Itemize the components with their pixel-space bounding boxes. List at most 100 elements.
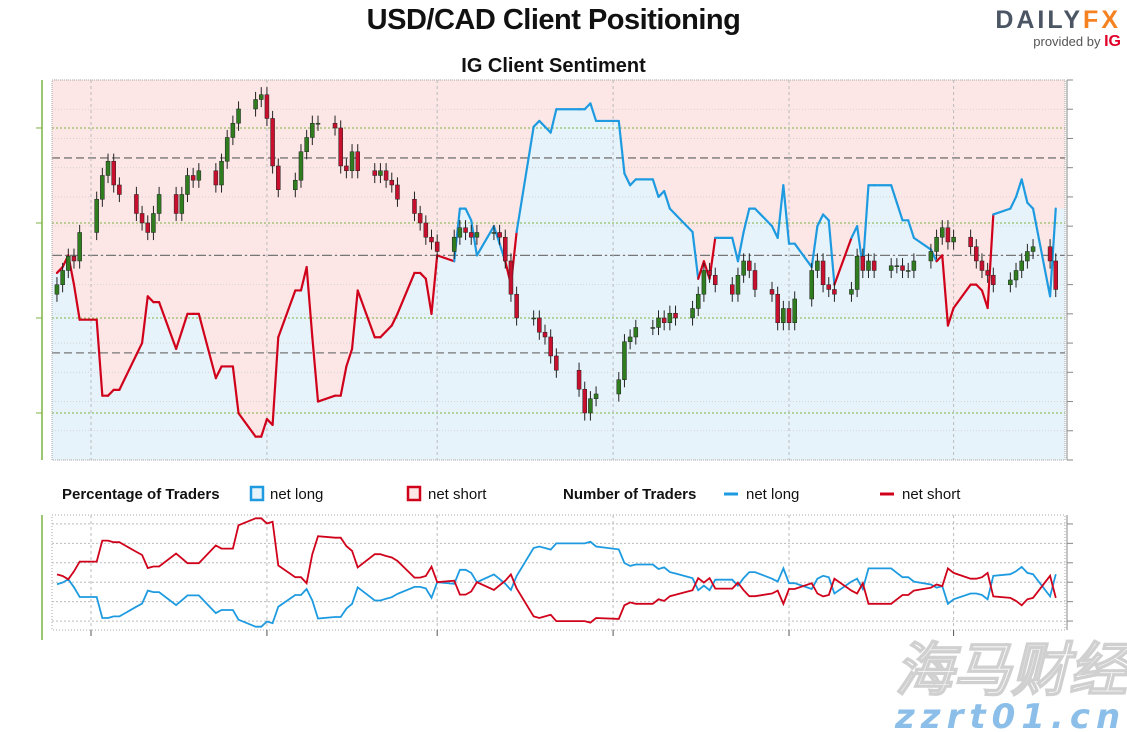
net-long-pct-segment (1020, 178, 1029, 204)
candle-body (190, 175, 196, 181)
logo-provided: provided by (1033, 34, 1101, 49)
net-long-pct-segment (589, 102, 598, 123)
net-long-pct-segment (118, 353, 138, 391)
net-long-pct-segment (453, 207, 461, 263)
net-long-pct-segment (697, 260, 706, 280)
candle-body (259, 94, 264, 100)
candle-body (650, 327, 656, 329)
candle-body (66, 255, 71, 271)
candle-body (985, 270, 990, 276)
candle-body (224, 137, 230, 162)
candle-body (264, 94, 270, 119)
net-long-pct-segment (419, 271, 427, 280)
net-long-pct-segment (1026, 201, 1035, 210)
net-long-pct-segment (214, 365, 223, 380)
candle-body (1047, 246, 1053, 262)
net-long-pct-segment (736, 230, 745, 263)
candle-body (270, 118, 275, 167)
candle-body (134, 194, 139, 214)
candle-body (1025, 251, 1030, 262)
candle-body (355, 151, 360, 171)
net-long-pct-segment (770, 225, 779, 239)
net-long-pct-segment (952, 283, 972, 310)
candle-body (769, 289, 775, 295)
candle-body (139, 213, 145, 224)
candle-body (1019, 260, 1024, 271)
net-long-pct-segment (975, 283, 984, 292)
net-long-pct-segment (651, 178, 660, 199)
candle-body (928, 251, 934, 262)
chart-title: USD/CAD Client Positioning (366, 4, 741, 36)
net-long-pct-segment (311, 336, 320, 403)
candle-body (968, 236, 973, 247)
candle-body (213, 170, 219, 186)
net-long-count-line (56, 540, 1057, 628)
candle-body (145, 222, 150, 233)
candle-body (423, 222, 429, 238)
candle-body (940, 227, 945, 238)
candle-body (542, 331, 548, 338)
net-short-area (52, 80, 1065, 437)
candle-body (293, 179, 298, 190)
candle-body (185, 175, 190, 195)
net-long-pct-segment (379, 330, 388, 339)
candle-body (117, 184, 122, 195)
watermark: 海马财经 zzrt01.cn (894, 635, 1127, 732)
candle-body (429, 236, 434, 243)
candle-body (508, 260, 514, 295)
candle-body (315, 122, 321, 125)
watermark-cn: 海马财经 (895, 636, 1127, 704)
net-long-pct-segment (106, 388, 115, 397)
candle-body (531, 317, 536, 320)
net-long-pct-segment (385, 324, 393, 333)
net-long-pct-segment (657, 189, 666, 199)
net-long-pct-segment (674, 213, 694, 234)
candle-body (151, 213, 156, 233)
candle-body (60, 270, 65, 285)
net-long-pct-segment (72, 283, 81, 321)
candle-body (656, 317, 661, 328)
net-long-pct-segment (231, 365, 240, 415)
candle-body (548, 336, 553, 357)
net-long-pct-segment (782, 184, 791, 245)
net-long-pct-segment (691, 230, 700, 280)
candle-body (276, 165, 281, 190)
net-long-pct-segment (277, 289, 297, 339)
candle-body (849, 289, 854, 295)
net-long-pct-segment (617, 119, 626, 175)
candle-body (786, 308, 792, 323)
candle-body (582, 388, 587, 414)
candle-body (503, 236, 508, 262)
candle-body (616, 379, 622, 395)
candle-body (111, 160, 116, 186)
net-long-pct-segment (1031, 207, 1052, 298)
net-long-pct-segment (810, 225, 819, 269)
net-long-pct-segment (316, 394, 337, 403)
candle-body (673, 312, 678, 319)
candle-body (792, 298, 797, 323)
candle-body (900, 265, 905, 271)
candle-body (253, 99, 258, 110)
net-long-pct-segment (583, 102, 592, 111)
candle-body (310, 122, 315, 138)
candle-body (695, 293, 701, 309)
candle-body (54, 284, 60, 295)
net-long-pct-segment (946, 306, 955, 327)
logo-text: DAILY (995, 6, 1084, 34)
candle-body (741, 260, 746, 276)
candle-body (417, 213, 423, 224)
net-long-pct-segment (532, 119, 541, 128)
candle-body (463, 227, 468, 233)
net-long-pct-segment (55, 265, 64, 275)
candle-body (332, 122, 338, 129)
net-long-pct-segment (549, 108, 558, 134)
net-long-pct-segment (986, 213, 995, 310)
candle-body (230, 122, 236, 138)
net-long-pct-segment (492, 225, 501, 245)
net-long-pct-segment (350, 289, 359, 351)
candle-body (468, 232, 474, 238)
candle-body (979, 260, 985, 271)
net-long-pct-segment (339, 365, 348, 397)
net-long-pct-segment (475, 225, 496, 257)
